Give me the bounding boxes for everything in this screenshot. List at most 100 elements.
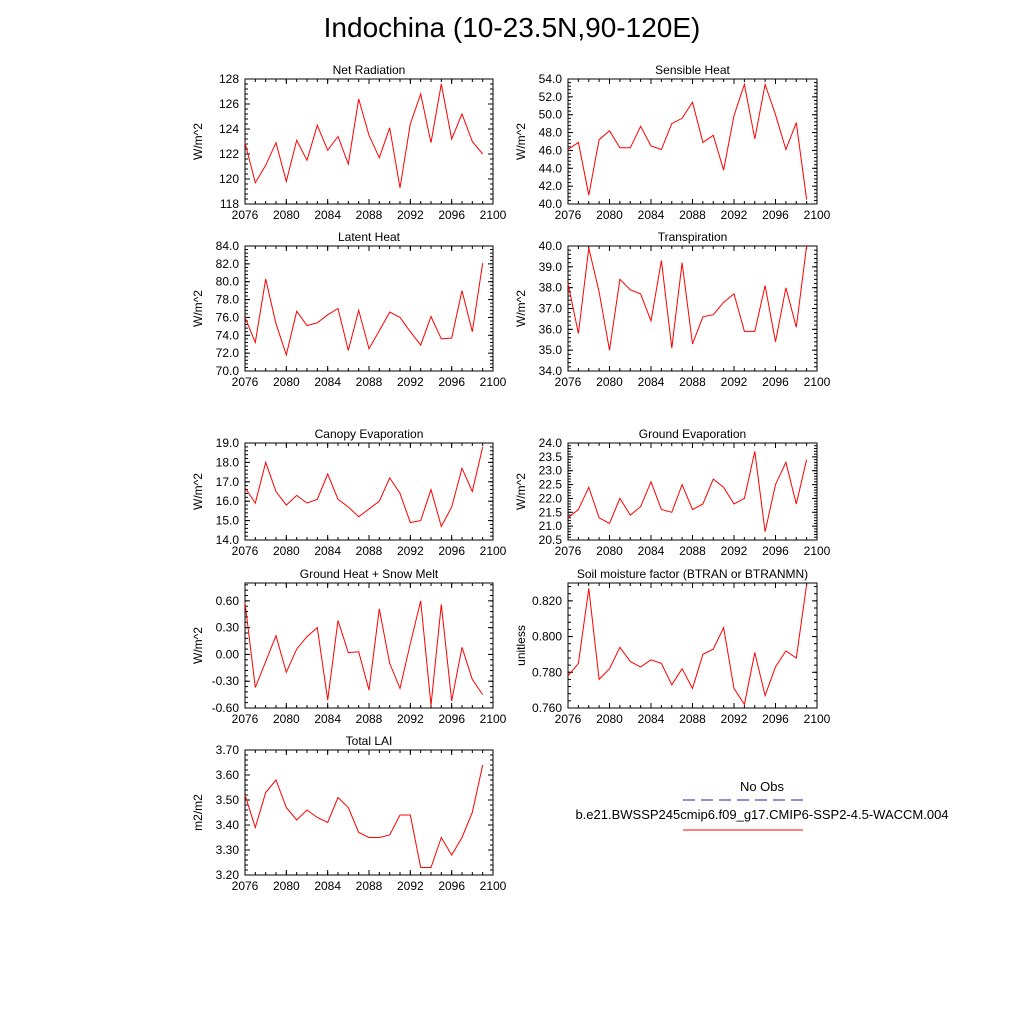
chart-title: Soil moisture factor (BTRAN or BTRANMN) bbox=[577, 567, 808, 581]
x-tick-label: 2080 bbox=[596, 375, 623, 389]
x-tick-label: 2080 bbox=[273, 712, 300, 726]
y-tick-label: 23.0 bbox=[539, 464, 563, 478]
x-tick-label: 2080 bbox=[273, 208, 300, 222]
page-title: Indochina (10-23.5N,90-120E) bbox=[323, 12, 701, 43]
x-tick-label: 2076 bbox=[232, 879, 259, 893]
y-tick-label: 0.760 bbox=[532, 701, 562, 715]
y-axis-label: W/m^2 bbox=[191, 290, 205, 327]
chart-total-lai: Total LAI m2/m2 3.20 3.30 3.40 3.50 3.60 3.70 20… bbox=[191, 734, 507, 893]
x-tick-label: 2096 bbox=[438, 208, 465, 222]
x-tick-label: 2080 bbox=[596, 712, 623, 726]
y-tick-label: 3.30 bbox=[216, 843, 240, 857]
x-tick-label: 2100 bbox=[480, 375, 507, 389]
y-tick-label: 84.0 bbox=[216, 239, 240, 253]
series-line bbox=[567, 584, 808, 706]
y-tick-label: 21.5 bbox=[539, 505, 563, 519]
y-tick-label: 46.0 bbox=[539, 143, 563, 157]
x-tick-label: 2088 bbox=[356, 544, 383, 558]
series-line bbox=[244, 764, 484, 868]
y-tick-label: 3.60 bbox=[216, 768, 240, 782]
x-tick-label: 2096 bbox=[762, 544, 789, 558]
x-tick-label: 2100 bbox=[480, 544, 507, 558]
x-tick-label: 2088 bbox=[679, 544, 706, 558]
x-tick-label: 2096 bbox=[438, 712, 465, 726]
legend-label-no-obs: No Obs bbox=[739, 779, 785, 794]
x-tick-label: 2088 bbox=[356, 712, 383, 726]
y-tick-label: 42.0 bbox=[539, 179, 563, 193]
x-tick-label: 2092 bbox=[397, 208, 424, 222]
chart-title: Total LAI bbox=[346, 734, 393, 748]
y-tick-label: 48.0 bbox=[539, 126, 563, 140]
x-tick-label: 2096 bbox=[762, 712, 789, 726]
x-tick-label: 2084 bbox=[638, 712, 665, 726]
y-tick-label: 78.0 bbox=[216, 293, 240, 307]
x-tick-label: 2092 bbox=[397, 879, 424, 893]
y-tick-label: 72.0 bbox=[216, 346, 240, 360]
chart-net-radiation: Net Radiation W/m^2 118 120 122 124 126 128 2076… bbox=[191, 63, 507, 222]
y-tick-label: 3.40 bbox=[216, 818, 240, 832]
y-tick-label: 0.00 bbox=[216, 647, 240, 661]
x-tick-label: 2088 bbox=[356, 375, 383, 389]
x-tick-label: 2100 bbox=[804, 208, 831, 222]
x-tick-label: 2080 bbox=[273, 544, 300, 558]
y-tick-label: 39.0 bbox=[539, 260, 563, 274]
y-axis-label: m2/m2 bbox=[191, 794, 205, 831]
legend-line-no-obs bbox=[683, 799, 803, 801]
x-tick-label: 2084 bbox=[314, 879, 341, 893]
y-axis-label: W/m^2 bbox=[514, 290, 528, 327]
y-tick-label: 0.60 bbox=[216, 594, 240, 608]
plot-frame bbox=[244, 245, 494, 372]
y-tick-label: -0.60 bbox=[212, 701, 240, 715]
series-line bbox=[244, 83, 484, 188]
y-tick-label: 0.820 bbox=[532, 594, 562, 608]
chart-title: Latent Heat bbox=[338, 230, 401, 244]
x-tick-label: 2100 bbox=[804, 712, 831, 726]
x-tick-label: 2096 bbox=[438, 879, 465, 893]
y-axis-label: W/m^2 bbox=[514, 473, 528, 510]
plot-frame bbox=[567, 78, 818, 205]
y-tick-label: 0.30 bbox=[216, 621, 240, 635]
x-tick-label: 2092 bbox=[721, 712, 748, 726]
y-tick-label: 128 bbox=[219, 72, 239, 86]
y-tick-label: 21.0 bbox=[539, 519, 563, 533]
y-tick-label: 20.5 bbox=[539, 533, 563, 547]
y-tick-label: 34.0 bbox=[539, 364, 563, 378]
y-tick-label: 3.50 bbox=[216, 793, 240, 807]
x-tick-label: 2088 bbox=[679, 208, 706, 222]
x-tick-label: 2084 bbox=[638, 544, 665, 558]
x-tick-label: 2076 bbox=[555, 208, 582, 222]
x-tick-label: 2076 bbox=[232, 375, 259, 389]
x-tick-label: 2084 bbox=[314, 544, 341, 558]
chart-canopy-evaporation: Canopy Evaporation W/m^2 14.0 15.0 16.0 17.0 1… bbox=[191, 427, 507, 558]
y-tick-label: 40.0 bbox=[539, 197, 563, 211]
x-tick-label: 2080 bbox=[273, 375, 300, 389]
y-tick-label: 80.0 bbox=[216, 275, 240, 289]
chart-title: Ground Heat + Snow Melt bbox=[300, 567, 439, 581]
y-tick-label: 40.0 bbox=[539, 239, 563, 253]
x-tick-label: 2080 bbox=[596, 544, 623, 558]
y-tick-label: 52.0 bbox=[539, 90, 563, 104]
x-tick-label: 2100 bbox=[804, 375, 831, 389]
y-tick-label: 22.5 bbox=[539, 478, 563, 492]
x-tick-label: 2084 bbox=[638, 208, 665, 222]
x-tick-label: 2096 bbox=[762, 375, 789, 389]
y-tick-label: 15.0 bbox=[216, 514, 240, 528]
x-tick-label: 2076 bbox=[555, 712, 582, 726]
x-tick-label: 2088 bbox=[356, 879, 383, 893]
y-axis-label: W/m^2 bbox=[191, 473, 205, 510]
y-tick-label: 35.0 bbox=[539, 343, 563, 357]
y-tick-label: 74.0 bbox=[216, 328, 240, 342]
x-tick-label: 2100 bbox=[480, 879, 507, 893]
x-tick-label: 2076 bbox=[232, 544, 259, 558]
plot-frame bbox=[567, 442, 818, 541]
chart-transpiration: Transpiration W/m^2 34.0 35.0 36.0 37.0 38.0 39… bbox=[514, 230, 831, 389]
series-line bbox=[567, 451, 808, 532]
x-tick-label: 2092 bbox=[397, 544, 424, 558]
x-tick-label: 2080 bbox=[273, 879, 300, 893]
x-tick-label: 2100 bbox=[480, 208, 507, 222]
x-tick-label: 2088 bbox=[679, 712, 706, 726]
chart-ground-evaporation: Ground EvaporationW/m^220.521.021.522.02… bbox=[514, 427, 831, 558]
y-tick-label: 38.0 bbox=[539, 281, 563, 295]
plot-frame bbox=[244, 78, 494, 205]
y-axis-label: unitless bbox=[514, 625, 528, 666]
